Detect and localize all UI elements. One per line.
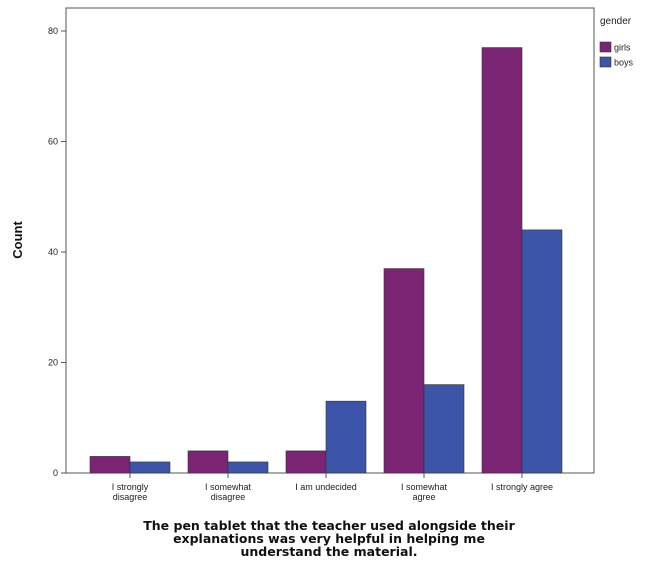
x-tick-label: I strongly disagree xyxy=(112,482,149,502)
legend-title: gender xyxy=(600,16,632,27)
x-tick-label: I am undecided xyxy=(295,482,357,492)
x-axis-title-text: The pen tablet that the teacher used alo… xyxy=(143,518,515,559)
bar-girls xyxy=(383,268,425,474)
x-axis-title: The pen tablet that the teacher used alo… xyxy=(143,518,515,559)
bar-girls xyxy=(285,450,327,474)
bar-boys xyxy=(521,229,563,474)
bar-girls xyxy=(89,456,131,474)
y-tick-label: 0 xyxy=(53,468,58,478)
bar-boys xyxy=(325,400,367,474)
legend-swatch-girls xyxy=(599,41,612,53)
bar-series xyxy=(89,47,563,474)
bar-boys xyxy=(423,384,465,474)
y-tick-label: 80 xyxy=(48,26,58,36)
legend-label-girls: girls xyxy=(614,43,631,53)
legend-swatch-boys xyxy=(599,56,612,68)
bar-boys xyxy=(129,461,171,474)
x-tick-label: I somewhat agree xyxy=(401,482,448,502)
y-axis: 0 20 40 60 80 xyxy=(48,26,66,478)
y-tick-label: 20 xyxy=(48,358,58,368)
y-tick-label: 40 xyxy=(48,247,58,257)
legend: gender girls boys xyxy=(599,16,634,68)
bar-girls xyxy=(481,47,523,474)
x-axis-categories: I strongly disagree I somewhat disagree I am… xyxy=(112,473,553,502)
bar-girls xyxy=(187,450,229,474)
y-axis-title: Count xyxy=(10,221,25,259)
x-tick-label: I somewhat disagree xyxy=(205,482,252,502)
x-tick-label: I strongly agree xyxy=(491,482,553,492)
legend-label-boys: boys xyxy=(614,58,634,68)
y-tick-label: 60 xyxy=(48,137,58,147)
bar-boys xyxy=(227,461,269,474)
